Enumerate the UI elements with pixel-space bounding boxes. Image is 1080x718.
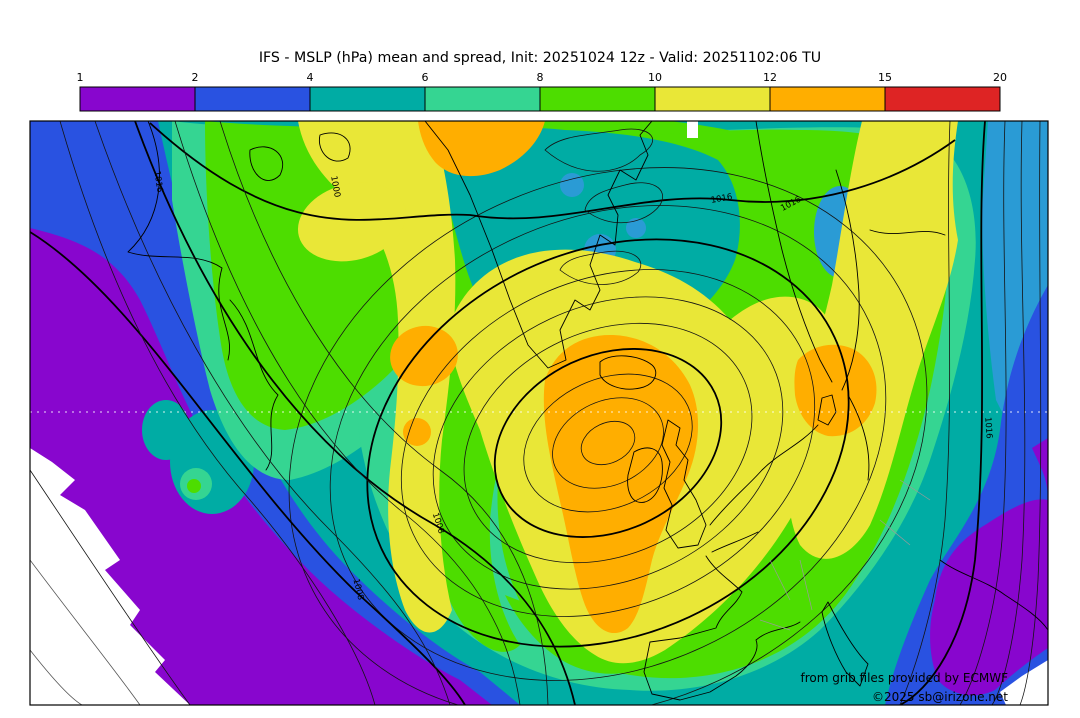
coastlines [127, 121, 1048, 701]
spread-fill-lightblue-band [982, 121, 1048, 420]
colorbar-tick: 8 [537, 71, 544, 84]
nodata-white-corner-se [1000, 660, 1048, 705]
spread-fill-yellow-hudson [297, 182, 407, 262]
country-borders [759, 479, 931, 631]
spread-fill-yellow-scandinavia [788, 121, 958, 559]
spread-spot-teal [142, 400, 190, 460]
map-frame [29, 120, 1049, 706]
spread-fill-orange-top [418, 121, 545, 177]
spread-fill-purple-west [30, 228, 492, 705]
colorbar-tick: 4 [307, 71, 314, 84]
colorbar-tick: 6 [422, 71, 429, 84]
colorbar-segment [424, 86, 541, 112]
colorbar-tick: 2 [192, 71, 199, 84]
colorbar: 1 2 4 6 8 10 12 15 20 [77, 71, 1007, 112]
nodata-white-notch [687, 121, 698, 138]
spread-spot-green [187, 479, 201, 493]
map-canvas: 1016 1000 1016 1016 1008 1008 1016 from … [30, 121, 1048, 705]
spread-spot-lightblue [626, 218, 646, 238]
spread-fill-purple-edge [1032, 438, 1048, 500]
colorbar-segment [79, 86, 196, 112]
colorbar-segment [309, 86, 426, 112]
isobar-ellipses [288, 167, 928, 705]
colorbar-segment [769, 86, 886, 112]
colorbar-tick: 20 [993, 71, 1007, 84]
colorbar-tick: 10 [648, 71, 662, 84]
chart-title: IFS - MSLP (hPa) mean and spread, Init: … [259, 50, 821, 66]
spread-spot-orange [403, 418, 431, 446]
credits-copyright: ©2025 sb@irizone.net [872, 690, 1008, 704]
colorbar-segment [884, 86, 1001, 112]
colorbar-segment [654, 86, 771, 112]
colorbar-segment [194, 86, 311, 112]
spread-fill-yellow-column [298, 121, 456, 633]
colorbar-segment [539, 86, 656, 112]
isobar-label: 1016 [152, 170, 165, 193]
colorbar-tick: 12 [763, 71, 777, 84]
colorbar-tick: 1 [77, 71, 84, 84]
spread-fill-orange-labrador [390, 325, 458, 387]
colorbar-tick: 15 [878, 71, 892, 84]
spread-fill-purple-balkans [930, 499, 1048, 696]
nodata-white-corner-sw [30, 448, 190, 705]
spread-fill-orange-denmark [794, 344, 877, 437]
credits-ecmwf: from grib files provided by ECMWF [800, 671, 1008, 685]
spread-spot-lightblue [560, 173, 584, 197]
isobar-labels: 1016 1000 1016 1016 1008 1008 1016 [152, 170, 994, 601]
isobar-label: 1016 [982, 417, 993, 439]
isobar-label: 1000 [328, 175, 342, 198]
isobar-arcs [30, 121, 1042, 705]
isobar-label: 1016 [710, 192, 733, 206]
